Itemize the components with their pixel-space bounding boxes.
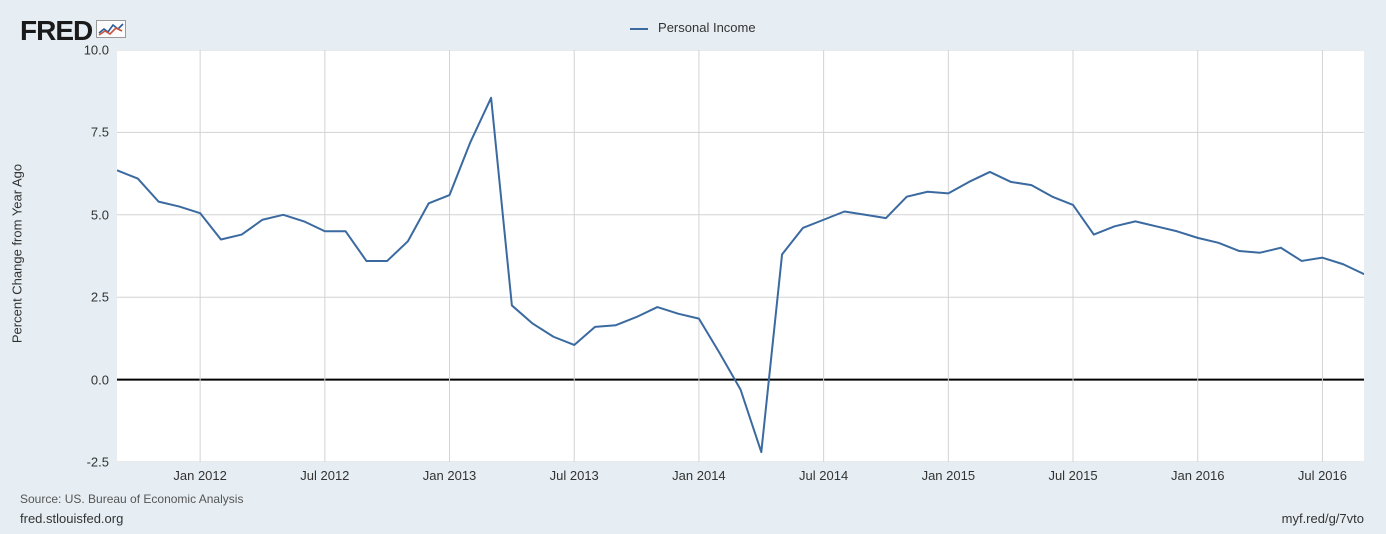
y-axis-label: Percent Change from Year Ago <box>10 154 25 354</box>
chart-legend: Personal Income <box>0 20 1386 35</box>
x-tick-label: Jan 2013 <box>423 468 477 483</box>
x-tick-label: Jul 2012 <box>300 468 349 483</box>
x-tick-label: Jul 2015 <box>1048 468 1097 483</box>
x-tick-label: Jul 2016 <box>1298 468 1347 483</box>
site-url: fred.stlouisfed.org <box>20 511 123 526</box>
source-text: Source: US. Bureau of Economic Analysis <box>20 492 243 506</box>
legend-swatch <box>630 28 648 30</box>
x-tick-label: Jan 2016 <box>1171 468 1225 483</box>
chart-plot-area: -2.50.02.55.07.510.0Jan 2012Jul 2012Jan … <box>117 50 1364 462</box>
legend-label: Personal Income <box>658 20 756 35</box>
y-tick-label: 0.0 <box>91 372 109 387</box>
x-tick-label: Jan 2012 <box>173 468 227 483</box>
x-tick-label: Jul 2013 <box>550 468 599 483</box>
x-tick-label: Jul 2014 <box>799 468 848 483</box>
y-tick-label: 2.5 <box>91 290 109 305</box>
short-url: myf.red/g/7vto <box>1282 511 1364 526</box>
series-line <box>117 98 1364 452</box>
x-tick-label: Jan 2015 <box>922 468 976 483</box>
y-tick-label: 7.5 <box>91 125 109 140</box>
chart-svg <box>117 50 1364 462</box>
y-tick-label: 10.0 <box>84 43 109 58</box>
y-tick-label: -2.5 <box>87 455 109 470</box>
x-tick-label: Jan 2014 <box>672 468 726 483</box>
y-tick-label: 5.0 <box>91 207 109 222</box>
